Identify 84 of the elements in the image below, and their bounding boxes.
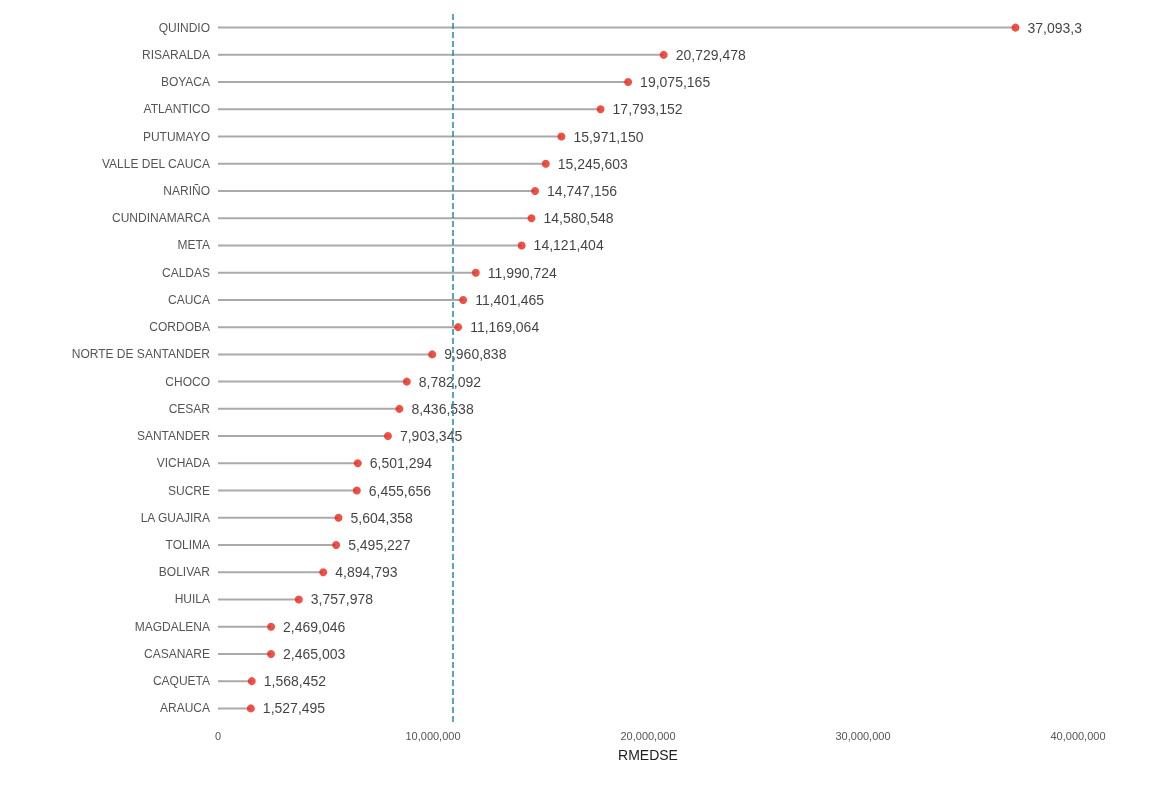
x-tick-label: 20,000,000 xyxy=(620,729,676,742)
y-tick-label: CHOCO xyxy=(165,374,210,389)
point xyxy=(267,649,275,658)
x-tick-label: 0 xyxy=(214,729,222,742)
y-tick-label: CAUCA xyxy=(167,292,210,307)
point xyxy=(352,486,361,495)
y-tick-label: TOLIMA xyxy=(165,538,210,552)
point xyxy=(517,241,526,250)
y-tick-label: CASANARE xyxy=(143,646,210,661)
data-label: 11,401,465 xyxy=(475,291,545,308)
y-tick-label: CUNDINAMARCA xyxy=(111,211,210,226)
y-tick-label: CESAR xyxy=(168,401,211,416)
data-label: 3,757,978 xyxy=(310,591,374,608)
point xyxy=(541,159,550,168)
y-tick-label: MAGDALENA xyxy=(134,619,210,634)
data-label: 6,455,656 xyxy=(368,482,432,499)
x-tick-label: 30,000,000 xyxy=(835,729,891,742)
data-label: 1,527,495 xyxy=(262,700,326,717)
y-tick-label: QUINDIO xyxy=(158,20,210,35)
data-label: 5,495,227 xyxy=(348,537,411,553)
data-label: 15,245,603 xyxy=(557,155,629,172)
y-tick-label: VICHADA xyxy=(156,456,210,471)
data-label: 7,903,345 xyxy=(399,428,463,445)
y-tick-label: NORTE DE SANTANDER xyxy=(71,347,211,362)
data-label: 4,894,793 xyxy=(335,564,398,581)
data-label: 14,121,404 xyxy=(533,237,604,254)
y-tick-label: PUTUMAYO xyxy=(142,129,210,144)
point xyxy=(267,622,276,631)
point xyxy=(557,132,566,141)
point xyxy=(402,377,411,386)
data-label: 17,793,152 xyxy=(612,101,683,118)
y-tick-label: BOYACA xyxy=(160,75,210,90)
point xyxy=(319,568,328,577)
point xyxy=(428,350,437,359)
point xyxy=(454,323,463,332)
y-tick-label: BOLIVAR xyxy=(158,565,211,580)
data-label: 11,990,724 xyxy=(487,264,558,281)
point xyxy=(332,541,341,549)
data-label: 6,501,294 xyxy=(369,455,433,472)
data-label: 14,747,156 xyxy=(547,183,618,199)
point xyxy=(527,214,536,223)
point xyxy=(294,595,303,604)
data-label: 37,093,3 xyxy=(1027,19,1083,36)
y-tick-label: ATLANTICO xyxy=(143,102,210,117)
data-label: 9,960,838 xyxy=(444,346,507,363)
x-tick-label: 40,000,000 xyxy=(1050,729,1106,742)
data-label: 2,465,003 xyxy=(283,645,346,662)
point xyxy=(334,513,343,522)
point xyxy=(659,50,668,59)
data-label: 5,604,358 xyxy=(350,509,413,526)
y-tick-label: LA GUAJIRA xyxy=(140,510,210,525)
y-tick-label: ARAUCA xyxy=(159,701,210,716)
y-tick-label: SUCRE xyxy=(167,483,210,498)
point xyxy=(624,78,633,87)
data-label: 20,729,478 xyxy=(675,46,746,63)
point xyxy=(353,459,362,468)
data-label: 19,075,165 xyxy=(640,74,711,91)
point xyxy=(471,268,480,277)
point xyxy=(459,295,468,304)
y-tick-label: HUILA xyxy=(174,592,210,607)
point xyxy=(246,704,255,713)
x-axis-title: RMEDSE xyxy=(618,747,678,763)
point xyxy=(1011,23,1020,32)
y-tick-label: CAQUETA xyxy=(152,674,210,689)
point xyxy=(247,677,256,686)
point xyxy=(596,105,605,114)
y-tick-label: NARIÑO xyxy=(163,184,210,198)
y-tick-label: CORDOBA xyxy=(149,320,210,335)
point xyxy=(531,187,540,195)
point xyxy=(383,432,392,441)
data-label: 1,568,452 xyxy=(263,673,327,690)
data-label: 11,169,064 xyxy=(470,319,540,336)
y-tick-label: META xyxy=(177,238,210,253)
point xyxy=(395,404,404,413)
data-label: 2,469,046 xyxy=(283,618,346,635)
data-label: 15,971,150 xyxy=(573,128,644,145)
x-tick-label: 10,000,000 xyxy=(405,729,461,742)
y-tick-label: CALDAS xyxy=(161,265,210,280)
data-label: 8,782,092 xyxy=(418,373,482,390)
y-tick-label: RISARALDA xyxy=(141,47,210,62)
y-tick-label: VALLE DEL CAUCA xyxy=(101,156,210,171)
y-tick-label: SANTANDER xyxy=(136,429,211,444)
data-label: 14,580,548 xyxy=(543,210,614,227)
data-label: 8,436,538 xyxy=(411,400,474,417)
